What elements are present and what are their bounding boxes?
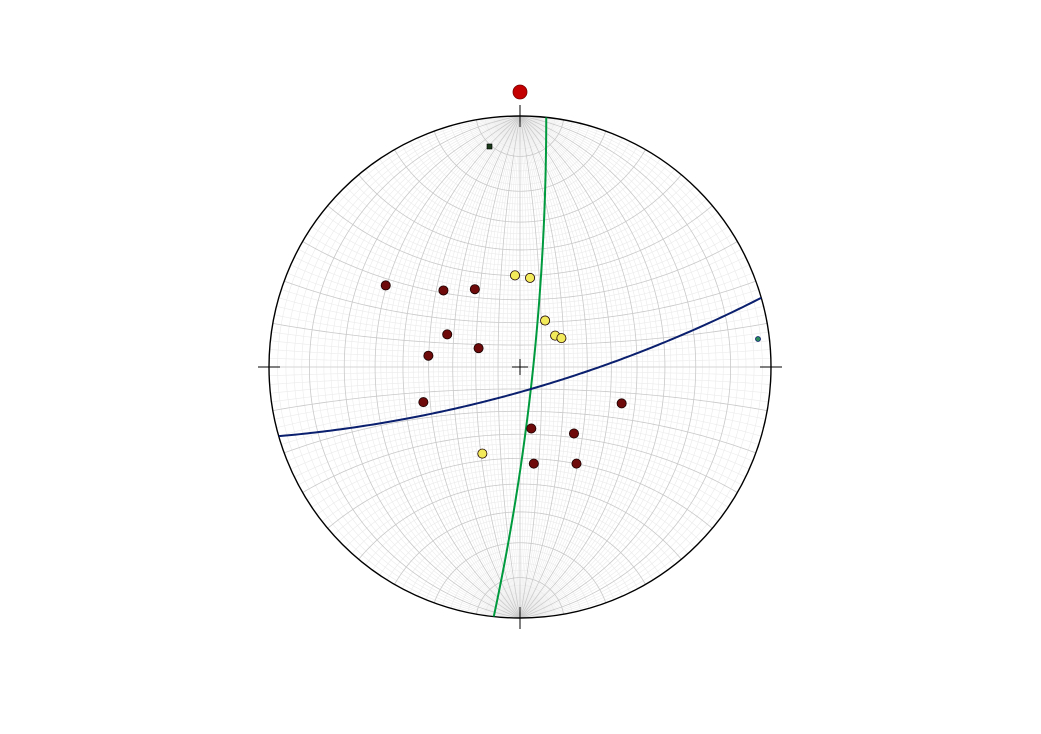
grid-latitude bbox=[476, 577, 564, 615]
grid-latitude bbox=[327, 205, 713, 277]
yellow-pole-point bbox=[525, 272, 536, 283]
plane-poles bbox=[486, 143, 761, 342]
grid-latitude bbox=[358, 483, 682, 560]
grid-latitude bbox=[433, 130, 607, 192]
yellow-pole-point bbox=[477, 448, 488, 459]
green-great-circle bbox=[492, 117, 548, 617]
dark-red-pole-point bbox=[380, 280, 391, 291]
green-plane-pole bbox=[486, 143, 493, 150]
yellow-pole-point bbox=[509, 270, 520, 281]
major-grid bbox=[269, 116, 771, 618]
yellow-pole-point bbox=[556, 333, 567, 344]
dark-red-pole-point bbox=[418, 397, 429, 408]
dark-red-pole-point bbox=[528, 458, 539, 469]
dark-red-pole-point bbox=[473, 343, 484, 354]
blue-plane-pole bbox=[755, 336, 761, 342]
dark-red-pole-point bbox=[469, 284, 480, 295]
north-marker-dot bbox=[512, 84, 528, 100]
grid-latitude bbox=[302, 241, 738, 301]
grid-latitude bbox=[272, 388, 768, 411]
dark-red-pole-point bbox=[568, 428, 579, 439]
blue-great-circle bbox=[278, 296, 762, 438]
cardinal-ticks bbox=[258, 105, 782, 629]
dark-red-pole-point bbox=[616, 398, 627, 409]
dark-red-pole-point bbox=[526, 423, 537, 434]
great-circles bbox=[278, 117, 762, 617]
grid-latitude bbox=[302, 433, 738, 493]
dark-red-pole-point bbox=[442, 329, 453, 340]
grid-latitude bbox=[327, 457, 713, 529]
grid-latitude bbox=[433, 542, 607, 604]
grid-latitude bbox=[394, 511, 646, 585]
north-marker bbox=[512, 84, 528, 100]
grid-latitude bbox=[284, 410, 756, 454]
dark-red-pole-point bbox=[438, 285, 449, 296]
dark-red-pole-point bbox=[571, 458, 582, 469]
pole-points bbox=[380, 270, 627, 469]
dark-red-pole-point bbox=[423, 350, 434, 361]
grid-latitude bbox=[284, 280, 756, 324]
grid-latitude bbox=[394, 149, 646, 223]
yellow-pole-point bbox=[540, 315, 551, 326]
grid-latitude bbox=[272, 323, 768, 346]
grid-latitude bbox=[476, 119, 564, 157]
grid-latitude bbox=[358, 174, 682, 251]
